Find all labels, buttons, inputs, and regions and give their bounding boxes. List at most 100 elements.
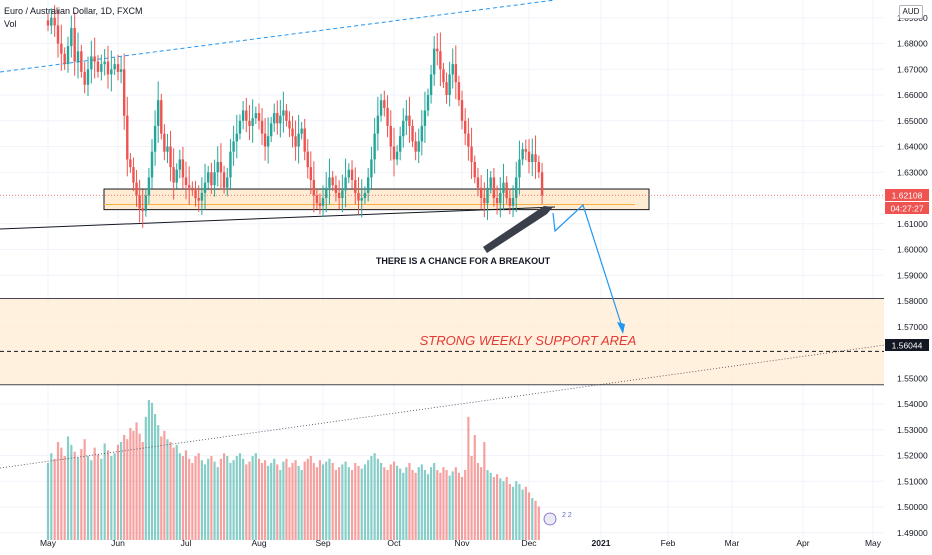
volume-bar: [318, 460, 322, 540]
candle-body: [273, 113, 276, 124]
candle-body: [129, 159, 132, 168]
projection-path[interactable]: [483, 203, 625, 334]
price-tick-label[interactable]: 1.63000: [897, 167, 928, 177]
breakout-arrow[interactable]: [483, 206, 553, 253]
price-tick-label[interactable]: 1.59000: [897, 270, 928, 280]
candle-body: [113, 64, 116, 70]
volume-bar: [50, 453, 53, 540]
support-annotation[interactable]: STRONG WEEKLY SUPPORT AREA: [420, 333, 637, 348]
price-tick-label[interactable]: 1.61000: [897, 219, 928, 229]
time-tick-label[interactable]: May: [865, 538, 882, 548]
rising-support-trendline[interactable]: [0, 206, 556, 230]
price-tick-label[interactable]: 1.66000: [897, 90, 928, 100]
price-tick-label[interactable]: 1.52000: [897, 451, 928, 461]
price-tick-label[interactable]: 1.51000: [897, 476, 928, 486]
volume-bar: [285, 458, 288, 540]
candle-body: [470, 146, 473, 162]
volume-bar: [191, 463, 194, 540]
price-tick-label[interactable]: 1.50000: [897, 502, 928, 512]
volume-bar: [166, 439, 169, 540]
volume-bar: [222, 453, 226, 540]
time-tick-label[interactable]: Jul: [181, 538, 192, 548]
volume-bar: [93, 447, 96, 540]
price-tick-label[interactable]: 1.68000: [897, 39, 928, 49]
time-tick-label[interactable]: Feb: [661, 538, 676, 548]
price-tick-label[interactable]: 1.55000: [897, 373, 928, 383]
symbol-title[interactable]: Euro / Australian Dollar, 1D, FXCM: [4, 6, 143, 16]
price-axis[interactable]: 1.690001.680001.670001.660001.650001.640…: [897, 13, 928, 538]
currency-badge[interactable]: AUD: [899, 5, 923, 19]
price-tick-label[interactable]: 1.54000: [897, 399, 928, 409]
projected-path[interactable]: [552, 203, 624, 331]
volume-bar: [251, 456, 254, 540]
price-tick-label[interactable]: 1.67000: [897, 64, 928, 74]
volume-bar: [518, 484, 521, 540]
price-tick-label[interactable]: 1.65000: [897, 116, 928, 126]
breakout-annotation[interactable]: THERE IS A CHANCE FOR A BREAKOUT: [376, 256, 551, 266]
volume-bar: [163, 430, 166, 540]
candle-body: [366, 177, 370, 193]
time-tick-label[interactable]: Nov: [454, 538, 470, 548]
volume-bar: [325, 461, 328, 540]
volume-bar: [347, 467, 350, 540]
volume-bar: [420, 464, 423, 540]
candle-body: [540, 172, 544, 196]
time-tick-label[interactable]: May: [40, 538, 57, 548]
candle-body: [524, 149, 528, 152]
volume-bar: [505, 477, 508, 540]
long-dotted-trendline[interactable]: [0, 344, 886, 469]
candle-body: [414, 141, 417, 152]
volume-label[interactable]: Vol: [4, 19, 17, 29]
time-tick-label[interactable]: Oct: [387, 538, 401, 548]
volume-bar: [344, 461, 347, 540]
volume-bar: [60, 447, 63, 540]
price-tick-label[interactable]: 1.53000: [897, 425, 928, 435]
volume-bar: [486, 470, 489, 540]
marker-price-badge: [885, 339, 929, 351]
volume-bar: [315, 467, 319, 540]
candle-body: [93, 56, 96, 62]
price-tick-label[interactable]: 1.60000: [897, 245, 928, 255]
candle-body: [210, 172, 213, 186]
time-tick-label[interactable]: Dec: [521, 538, 537, 548]
volume-bar: [291, 463, 294, 540]
candle-body: [398, 136, 402, 152]
time-tick-label[interactable]: Sep: [315, 538, 330, 548]
candle-body: [405, 115, 408, 121]
price-tick-label[interactable]: 1.58000: [897, 296, 928, 306]
time-tick-label[interactable]: Mar: [725, 538, 740, 548]
time-tick-label[interactable]: Aug: [251, 538, 266, 548]
candle-body: [429, 74, 433, 96]
volume-bar: [70, 444, 73, 540]
volume-bar: [414, 472, 417, 540]
candle-body: [489, 177, 492, 188]
candle-body: [508, 198, 512, 206]
candle-body: [103, 61, 106, 65]
candle-body: [60, 43, 63, 54]
volume-bar: [306, 458, 309, 540]
time-tick-label[interactable]: Jun: [111, 538, 125, 548]
price-tick-label[interactable]: 1.49000: [897, 528, 928, 538]
volume-bar: [354, 463, 357, 540]
candle-body: [53, 17, 56, 26]
price-tick-label[interactable]: 1.64000: [897, 142, 928, 152]
volume-bar: [119, 442, 123, 540]
time-tick-label[interactable]: Apr: [796, 538, 809, 548]
volume-bar: [383, 467, 386, 540]
volume-bar: [360, 468, 363, 540]
chart-legend: Euro / Australian Dollar, 1D, FXCM Vol: [4, 5, 143, 31]
volume-bar: [63, 456, 66, 540]
candle-body: [483, 198, 486, 204]
candle-body: [207, 172, 210, 183]
time-tick-label[interactable]: 2021: [592, 538, 611, 548]
volume-bar: [138, 433, 141, 540]
weekly-support-zone[interactable]: [0, 298, 884, 385]
price-tick-label[interactable]: 1.57000: [897, 322, 928, 332]
candle-body: [200, 192, 204, 201]
candle-body: [495, 198, 499, 204]
candle-body: [251, 118, 254, 126]
candle-body: [505, 182, 508, 199]
time-axis[interactable]: May Jun Jul Aug Sep Oct Nov Dec 2021 Feb Mar Apr May: [40, 538, 882, 548]
